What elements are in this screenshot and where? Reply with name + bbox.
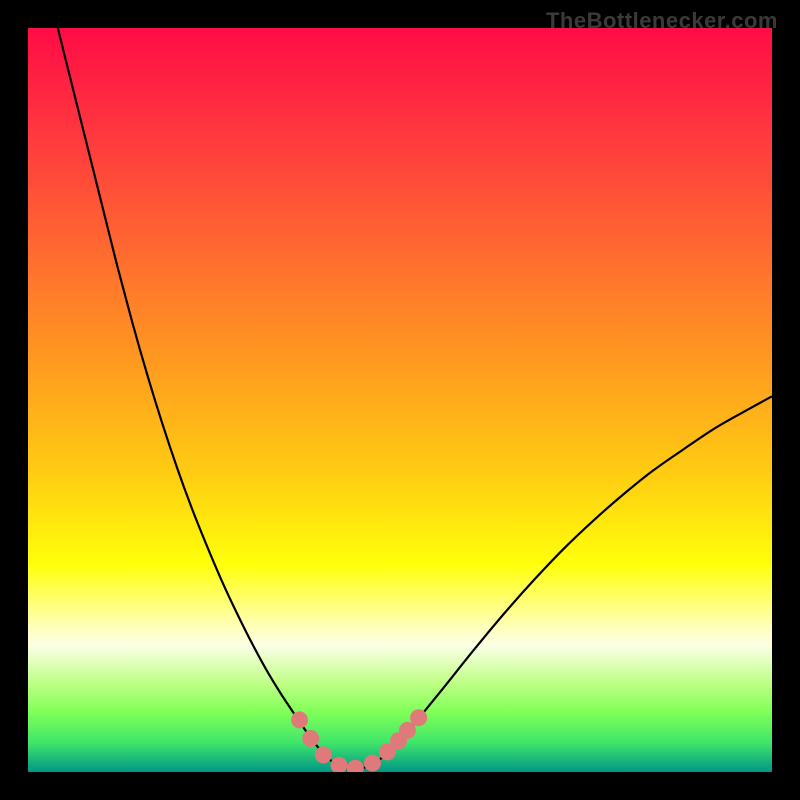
plot-gradient-rect (28, 28, 772, 772)
marker-point (302, 730, 319, 747)
marker-point (315, 746, 332, 763)
watermark-text: TheBottlenecker.com (546, 8, 778, 34)
plot-svg-layer (0, 0, 800, 800)
marker-point (364, 755, 381, 772)
marker-point (330, 757, 347, 774)
marker-point (291, 711, 308, 728)
marker-point (410, 709, 427, 726)
bottleneck-chart-frame: TheBottlenecker.com (0, 0, 800, 800)
